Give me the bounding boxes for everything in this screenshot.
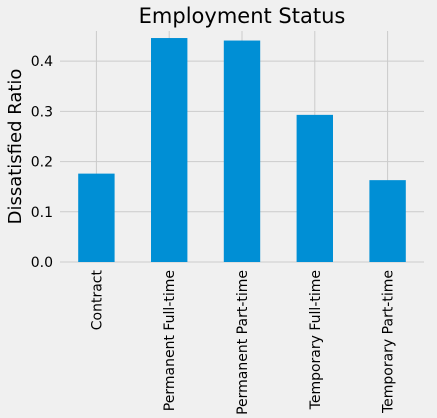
- y-tick-label: 0.3: [31, 104, 53, 120]
- chart-title: Employment Status: [139, 4, 346, 28]
- x-tick-label: Permanent Full-time: [162, 270, 178, 411]
- bars-layer: [78, 38, 406, 263]
- x-tick-label: Contract: [89, 269, 105, 330]
- bar: [369, 180, 406, 262]
- bar: [296, 114, 333, 263]
- y-tick-label: 0.1: [31, 205, 53, 221]
- y-tick-label: 0.2: [31, 155, 53, 171]
- x-tick-label: Permanent Part-time: [235, 270, 251, 415]
- bar: [78, 173, 115, 262]
- y-tick-labels: 0.0 0.1 0.2 0.3 0.4: [31, 54, 53, 271]
- bar: [151, 38, 188, 263]
- y-tick-label: 0.4: [31, 54, 53, 70]
- x-tick-labels: Contract Permanent Full-time Permanent Par…: [89, 269, 396, 414]
- y-tick-label: 0.0: [31, 255, 53, 271]
- y-axis-title: Dissatisfied Ratio: [5, 69, 26, 225]
- bar: [223, 40, 261, 262]
- x-tick-label: Temporary Full-time: [308, 270, 324, 410]
- x-tick-label: Temporary Part-time: [381, 270, 397, 414]
